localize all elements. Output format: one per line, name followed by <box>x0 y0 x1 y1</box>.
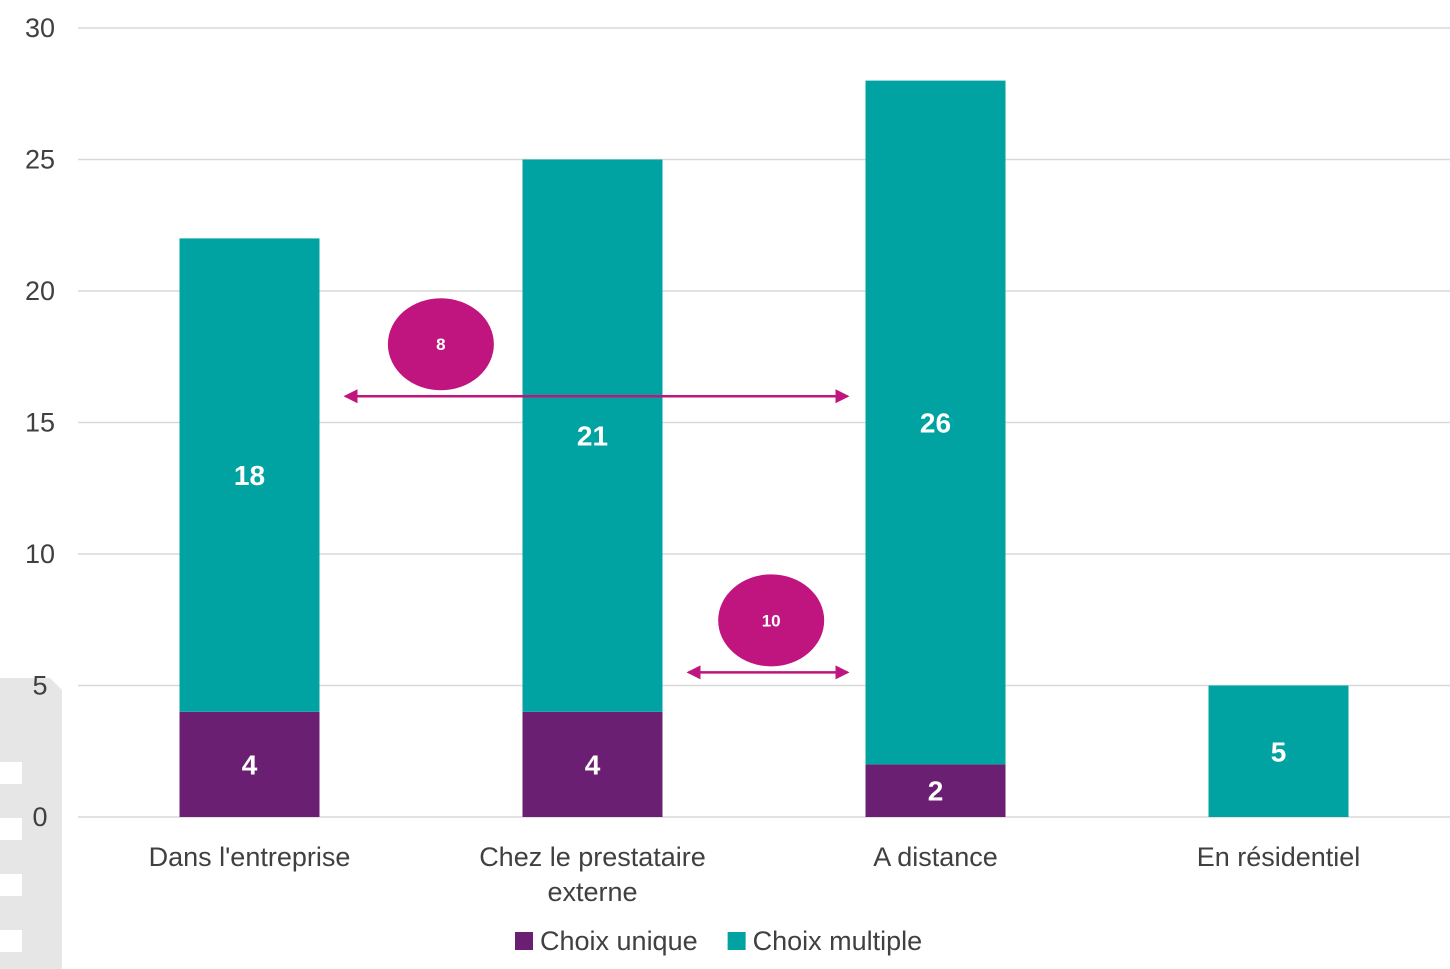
data-label: 4 <box>242 749 258 780</box>
y-axis-ticks: 0 5 10 15 20 25 30 <box>25 13 55 832</box>
x-category-label: Dans l'entreprise <box>149 842 351 872</box>
x-category-label: externe <box>547 877 637 907</box>
annotation-label: 10 <box>762 611 781 630</box>
legend-swatch <box>515 932 533 950</box>
bar-segment <box>865 764 1006 817</box>
data-label: 5 <box>1271 736 1287 767</box>
data-label: 18 <box>234 460 265 491</box>
bar-segment <box>522 711 663 817</box>
y-tick-label: 25 <box>25 145 55 175</box>
arrow-head <box>343 389 358 404</box>
legend-label: Choix unique <box>540 926 698 956</box>
arrow-head <box>835 389 850 404</box>
y-tick-label: 20 <box>25 276 55 306</box>
x-category-label: En résidentiel <box>1197 842 1361 872</box>
legend-label: Choix multiple <box>753 926 923 956</box>
data-label: 4 <box>585 749 601 780</box>
annotation-label: 8 <box>436 335 445 354</box>
annotation-badge <box>387 298 494 391</box>
x-axis-labels: Dans l'entreprise Chez le prestataire exte… <box>149 842 1361 907</box>
x-category-label: A distance <box>873 842 998 872</box>
legend: Choix unique Choix multiple <box>515 926 922 956</box>
data-label: 2 <box>928 776 944 807</box>
annotations: 8 10 <box>343 298 850 680</box>
bar-segment <box>522 159 663 712</box>
y-tick-label: 0 <box>32 802 47 832</box>
y-tick-label: 5 <box>32 671 47 701</box>
arrow-head <box>686 665 701 680</box>
bar-segment <box>865 80 1006 765</box>
y-tick-label: 15 <box>25 408 55 438</box>
legend-swatch <box>727 932 746 950</box>
bar-segment <box>1208 685 1349 817</box>
bars: 4 18 4 21 2 26 5 <box>179 80 1349 817</box>
y-tick-label: 30 <box>25 13 55 43</box>
data-label: 21 <box>577 421 608 452</box>
arrow-head <box>835 665 850 680</box>
bar-segment <box>179 711 320 817</box>
x-category-label: Chez le prestataire <box>479 842 706 872</box>
data-label: 26 <box>920 408 951 439</box>
y-tick-label: 10 <box>25 539 55 569</box>
annotation-badge <box>718 574 825 667</box>
background-decoration <box>0 678 62 969</box>
bar-segment <box>179 238 320 712</box>
